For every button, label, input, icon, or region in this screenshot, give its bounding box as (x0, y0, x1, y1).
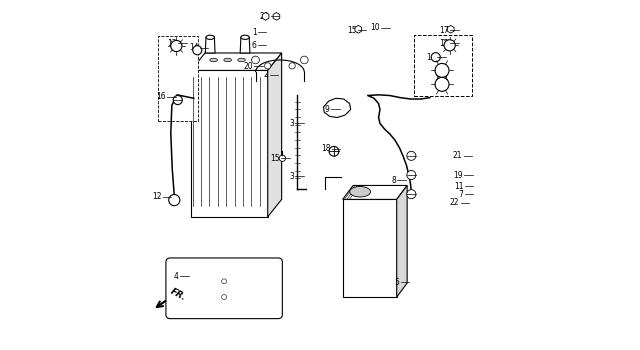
Text: 22: 22 (450, 198, 460, 208)
Text: 18: 18 (321, 144, 330, 153)
Text: 14: 14 (189, 43, 198, 52)
Polygon shape (191, 53, 282, 70)
Polygon shape (397, 186, 407, 297)
Circle shape (221, 279, 227, 284)
Ellipse shape (241, 35, 249, 40)
Bar (158, 36, 198, 121)
Text: 16: 16 (156, 92, 166, 101)
Text: 10: 10 (371, 23, 380, 33)
Text: FR.: FR. (169, 287, 188, 302)
Polygon shape (205, 37, 215, 53)
Bar (342, 199, 397, 297)
Bar (191, 70, 268, 217)
Text: 19: 19 (453, 170, 463, 180)
Ellipse shape (224, 58, 232, 62)
Circle shape (221, 295, 227, 300)
Circle shape (300, 56, 308, 64)
Circle shape (289, 63, 295, 69)
Text: 5: 5 (395, 278, 399, 287)
Circle shape (407, 170, 416, 180)
Text: 4: 4 (174, 272, 179, 281)
Circle shape (444, 40, 455, 51)
Circle shape (435, 77, 449, 91)
Circle shape (252, 56, 259, 64)
Text: 8: 8 (391, 176, 396, 185)
Circle shape (431, 52, 440, 62)
Polygon shape (323, 98, 351, 118)
Text: 3: 3 (289, 119, 294, 128)
Circle shape (173, 96, 182, 105)
Circle shape (407, 190, 416, 199)
Text: 3: 3 (289, 172, 294, 181)
Ellipse shape (206, 35, 214, 40)
Ellipse shape (210, 58, 218, 62)
Circle shape (407, 151, 416, 160)
Polygon shape (342, 186, 407, 199)
Text: 20: 20 (243, 62, 253, 71)
Text: 15: 15 (270, 154, 280, 163)
Circle shape (329, 146, 339, 156)
Bar (414, 35, 472, 96)
Circle shape (264, 63, 271, 69)
Text: 13: 13 (440, 39, 449, 48)
Polygon shape (268, 53, 282, 217)
Circle shape (435, 63, 449, 77)
Circle shape (279, 155, 285, 161)
Text: 6: 6 (252, 41, 257, 50)
Text: 15: 15 (347, 26, 356, 35)
Ellipse shape (237, 58, 245, 62)
Text: 1: 1 (252, 28, 257, 36)
Text: 21: 21 (452, 151, 462, 160)
Text: 20: 20 (260, 12, 269, 21)
Polygon shape (240, 37, 250, 53)
Text: 7: 7 (459, 190, 463, 199)
Text: 14: 14 (426, 52, 436, 62)
Ellipse shape (252, 58, 259, 62)
Text: 9: 9 (325, 105, 330, 114)
Ellipse shape (349, 187, 371, 197)
Circle shape (169, 195, 180, 206)
Circle shape (171, 41, 182, 51)
Text: 2: 2 (264, 70, 268, 79)
Text: 17: 17 (440, 26, 449, 35)
Text: 13: 13 (168, 39, 177, 48)
Circle shape (193, 46, 202, 55)
Text: 11: 11 (454, 182, 463, 191)
Text: 12: 12 (152, 192, 161, 201)
FancyBboxPatch shape (166, 258, 282, 318)
